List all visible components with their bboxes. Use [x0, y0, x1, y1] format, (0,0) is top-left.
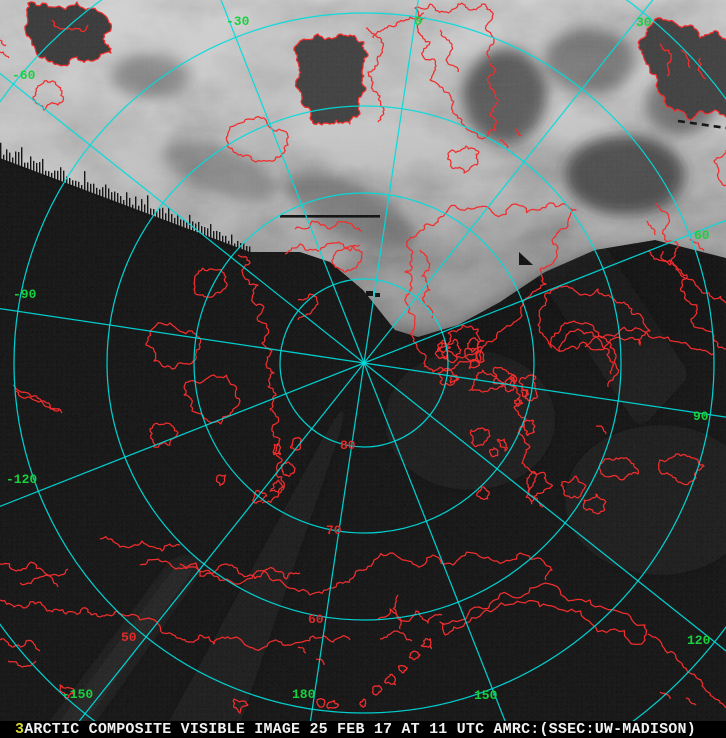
longitude-label-180: 180 [292, 687, 316, 702]
caption-text: ARCTIC COMPOSITE VISIBLE IMAGE 25 FEB 17… [24, 721, 696, 738]
meridian-line--120 [0, 362, 365, 508]
latitude-circle-60 [106, 105, 622, 621]
meridian-line--90 [0, 307, 365, 364]
caption-bar: 3 ARCTIC COMPOSITE VISIBLE IMAGE 25 FEB 1… [0, 721, 726, 738]
meridian-line--180 [307, 362, 365, 738]
meridian-line-90 [363, 362, 726, 418]
meridian-line--30 [220, 0, 365, 364]
longitude-label--150: -150 [62, 687, 93, 702]
meridian-line-150 [363, 362, 513, 738]
latitude-label-70: 70 [326, 523, 342, 538]
latitude-circle-80 [279, 278, 449, 448]
coordinate-labels-layer: -60 -30 0 30 -90 60 -120 90 -150 180 150 120 80 70 60 5… [6, 14, 711, 703]
latitude-label-50: 50 [121, 630, 137, 645]
latitude-label-60: 60 [308, 612, 324, 627]
longitude-label-120: 120 [687, 633, 711, 648]
meridian-line--60 [0, 72, 365, 364]
caption-channel-number: 3 [15, 721, 25, 738]
longitude-label-150: 150 [474, 688, 498, 703]
longitude-label-60: 60 [694, 228, 710, 243]
longitude-label--30: -30 [226, 14, 250, 29]
meridian-line-120 [363, 362, 726, 652]
latitude-circle-50 [13, 12, 715, 714]
latitude-circle-70 [193, 192, 535, 534]
longitude-label--120: -120 [6, 472, 37, 487]
longitude-label--60: -60 [12, 68, 36, 83]
longitude-label--90: -90 [13, 287, 37, 302]
meridian-line-30 [363, 0, 654, 364]
longitude-label-30: 30 [636, 15, 652, 30]
meridian-line--150 [64, 362, 365, 738]
meridian-line-60 [363, 219, 726, 364]
latitude-label-80: 80 [340, 438, 356, 453]
meridian-line-0 [363, 0, 419, 364]
longitude-label-90: 90 [693, 409, 709, 424]
longitude-label-0: 0 [414, 14, 422, 29]
